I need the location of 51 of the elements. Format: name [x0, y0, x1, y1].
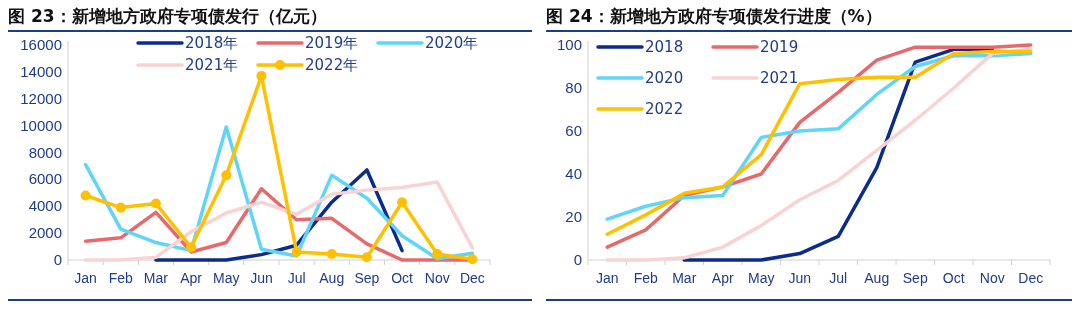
legend-label: 2019年 [305, 34, 359, 52]
x-tick-label: Dec [459, 270, 485, 286]
legend-label: 2021年 [185, 56, 239, 74]
x-tick-label: Jul [829, 270, 848, 286]
y-tick-label: 4000 [28, 197, 62, 215]
y-tick-label: 40 [565, 165, 582, 182]
x-tick-label: Aug [319, 270, 345, 286]
x-tick-label: Jun [250, 270, 273, 286]
x-tick-label: Feb [633, 270, 659, 286]
x-tick-label: Jan [595, 270, 619, 286]
x-tick-label: Oct [942, 270, 965, 286]
y-tick-label: 12000 [20, 89, 62, 107]
x-tick-label: Sep [902, 270, 928, 286]
x-tick-label: Mar [672, 270, 697, 286]
y-tick-label: 8000 [28, 143, 62, 161]
x-tick-label: May [213, 270, 240, 286]
y-tick-label: 100 [556, 36, 582, 53]
y-tick-label: 60 [565, 122, 582, 139]
y-tick-label: 80 [565, 79, 582, 96]
x-tick-label: Jun [788, 270, 812, 286]
x-tick-label: Nov [424, 270, 450, 286]
legend-label: 2020年 [425, 34, 479, 52]
x-tick-label: Aug [864, 270, 890, 286]
legend-label: 2018年 [185, 34, 239, 52]
y-tick-label: 16000 [20, 36, 62, 53]
legend-label: 2020 [645, 69, 684, 87]
y-tick-label: 14000 [20, 62, 62, 80]
y-tick-label: 10000 [20, 116, 62, 134]
x-tick-label: Mar [143, 270, 169, 286]
x-tick-label: Sep [354, 270, 380, 286]
x-tick-label: Apr [711, 270, 734, 286]
y-tick-label: 20 [565, 208, 582, 225]
chart-title: 图 23：新增地方政府专项债发行（亿元） [8, 6, 327, 26]
x-tick-label: Feb [108, 270, 134, 286]
legend-label: 2021 [760, 69, 799, 87]
x-tick-label: Oct [391, 270, 414, 286]
x-tick-label: Dec [1018, 270, 1044, 286]
x-tick-label: Nov [979, 270, 1005, 286]
x-tick-label: Apr [180, 270, 203, 286]
y-tick-label: 6000 [28, 170, 62, 188]
legend-label: 2022年 [305, 56, 359, 74]
y-tick-label: 2000 [28, 224, 62, 242]
chart-title: 图 24：新增地方政府专项债发行进度（%） [546, 6, 882, 26]
x-tick-label: Jan [74, 270, 97, 286]
y-tick-label: 0 [53, 251, 62, 268]
legend-label: 2018 [645, 38, 684, 56]
legend-label: 2019 [760, 38, 799, 56]
x-tick-label: Jul [287, 270, 306, 286]
legend-label: 2022 [645, 100, 684, 118]
x-tick-label: May [748, 270, 775, 286]
y-tick-label: 0 [573, 251, 582, 268]
